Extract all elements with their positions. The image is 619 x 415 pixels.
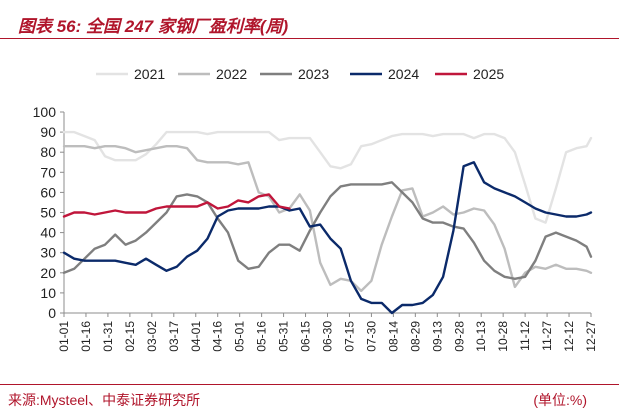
y-tick-label: 10 <box>40 285 56 301</box>
footer-rule <box>0 384 619 385</box>
x-tick-label: 01-01 <box>57 321 71 352</box>
x-tick-label: 08-29 <box>408 321 422 352</box>
y-tick-label: 60 <box>40 184 56 200</box>
x-tick-label: 12-12 <box>562 321 576 352</box>
x-tick-label: 03-02 <box>145 321 159 352</box>
x-tick-label: 04-01 <box>189 321 203 352</box>
x-tick-label: 10-13 <box>474 321 488 352</box>
line-chart: 0 10 20 30 40 50 60 70 80 90 100 01-01 01-16 01-31 02-… <box>33 66 598 352</box>
figure-label: 图表 56: <box>18 17 82 36</box>
x-tick-label: 09-13 <box>430 321 444 352</box>
x-tick-label: 07-15 <box>342 321 356 352</box>
x-tick-label: 05-16 <box>255 321 269 352</box>
series-line-2024 <box>62 161 593 315</box>
unit-note: (单位:%) <box>533 392 587 408</box>
source-note: 来源:Mysteel、中泰证券研究所 <box>8 392 201 408</box>
y-tick-label: 40 <box>40 225 56 241</box>
x-tick-label: 04-16 <box>211 321 225 352</box>
y-tick-label: 70 <box>40 164 56 180</box>
legend-label-2023: 2023 <box>298 66 329 82</box>
y-tick-label: 100 <box>33 104 57 120</box>
x-tick-label: 07-30 <box>364 321 378 352</box>
series-line-2021 <box>62 130 593 224</box>
legend-label-2025: 2025 <box>473 66 504 82</box>
x-tick-label: 01-16 <box>79 321 93 352</box>
x-tick-label: 01-31 <box>101 321 115 352</box>
x-tick-label: 12-27 <box>584 321 598 352</box>
legend-label-2021: 2021 <box>134 66 165 82</box>
series-line-2025 <box>62 193 291 218</box>
x-tick-label: 11-12 <box>518 321 532 351</box>
figure-title-text: 全国 247 家钢厂盈利率(周) <box>86 17 289 36</box>
y-tick-label: 0 <box>48 305 56 321</box>
x-tick-label: 08-14 <box>386 321 400 352</box>
legend-label-2024: 2024 <box>388 66 419 82</box>
x-tick-label: 06-30 <box>321 321 335 352</box>
x-tick-label: 06-15 <box>299 321 313 352</box>
x-tick-label: 11-27 <box>540 321 554 351</box>
legend-label-2022: 2022 <box>216 66 247 82</box>
x-tick-label: 05-01 <box>233 321 247 352</box>
y-tick-label: 30 <box>40 245 56 261</box>
series-line-2022 <box>62 145 593 293</box>
series-line-2023 <box>62 181 593 280</box>
y-tick-label: 50 <box>40 205 56 221</box>
figure-title: 图表 56: 全国 247 家钢厂盈利率(周) <box>18 12 288 37</box>
y-tick-label: 20 <box>40 265 56 281</box>
x-tick-label: 03-17 <box>167 321 181 352</box>
y-tick-label: 90 <box>40 124 56 140</box>
x-tick-label: 10-28 <box>496 321 510 352</box>
x-tick-label: 02-15 <box>123 321 137 352</box>
x-tick-label: 05-31 <box>277 321 291 352</box>
x-tick-label: 09-28 <box>452 321 466 352</box>
y-tick-label: 80 <box>40 144 56 160</box>
title-rule <box>0 38 619 39</box>
